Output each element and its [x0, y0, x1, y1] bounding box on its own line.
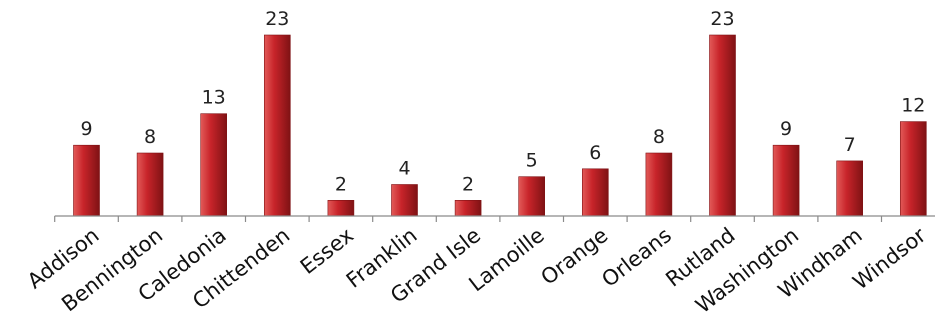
data-label-windsor: 12	[901, 95, 925, 117]
bar-essex	[327, 200, 355, 217]
data-label-lamoille: 5	[526, 150, 538, 172]
bar-lamoille	[518, 176, 546, 217]
bar-washington	[772, 144, 800, 217]
data-labels-group: 9 8 13 23 2 4 2 5 6 8 23 9 7 12	[80, 8, 925, 195]
x-tick-label-orange: Orange	[536, 223, 612, 290]
data-label-orange: 6	[589, 142, 601, 164]
bar-grand-isle	[454, 200, 482, 217]
bars-group	[73, 34, 927, 217]
bar-franklin	[391, 184, 418, 217]
data-label-addison: 9	[80, 118, 92, 140]
data-label-orleans: 8	[653, 126, 665, 148]
data-label-franklin: 4	[398, 158, 410, 180]
bar-windsor	[899, 121, 927, 217]
data-label-rutland: 23	[710, 8, 734, 30]
bar-orange	[581, 168, 609, 217]
data-label-caledonia: 13	[202, 87, 226, 109]
data-label-grand-isle: 2	[462, 173, 474, 195]
bar-addison	[73, 144, 100, 217]
bar-bennington	[136, 152, 164, 217]
data-label-windham: 7	[844, 134, 856, 156]
x-axis-ticks-group	[54, 216, 883, 222]
data-label-chittenden: 23	[265, 8, 289, 30]
data-label-washington: 9	[780, 118, 792, 140]
bar-rutland	[709, 34, 736, 217]
bar-windham	[836, 160, 864, 217]
x-tick-label-windsor: Windsor	[848, 223, 930, 295]
data-label-bennington: 8	[144, 126, 156, 148]
bar-chittenden	[263, 34, 291, 217]
data-label-essex: 2	[335, 173, 347, 195]
bar-orleans	[645, 152, 673, 217]
x-tick-label-orleans: Orleans	[597, 223, 676, 292]
bar-caledonia	[200, 113, 227, 217]
